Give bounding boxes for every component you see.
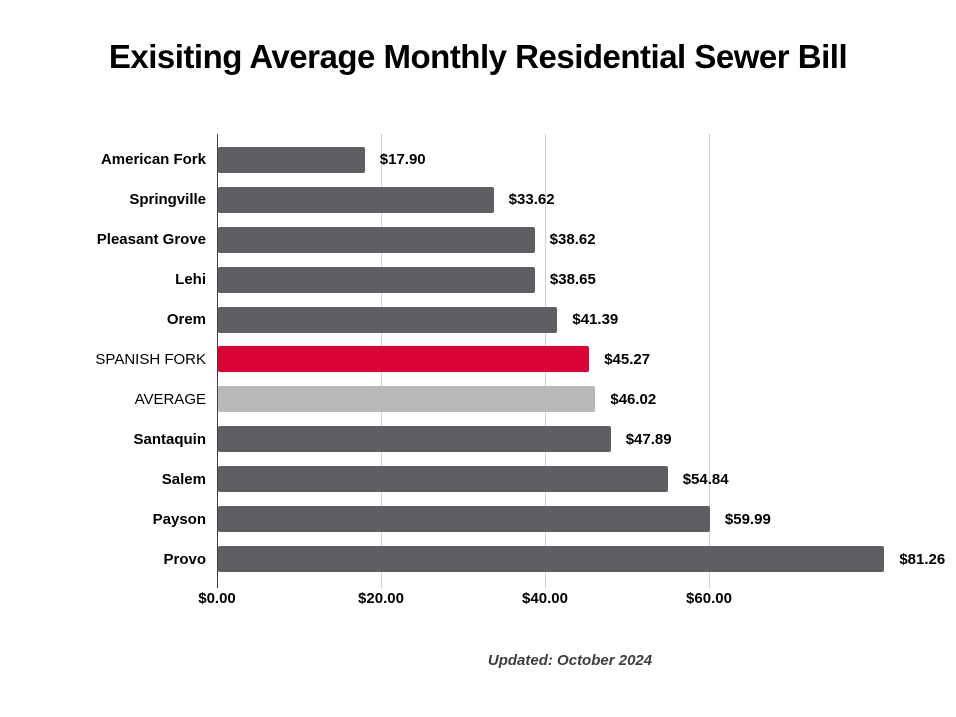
value-label: $59.99 (724, 510, 771, 528)
value-label: $47.89 (625, 430, 672, 448)
category-label: Orem (166, 311, 206, 329)
y-axis-line (217, 134, 218, 588)
value-label: $41.39 (572, 311, 619, 329)
bar (218, 346, 590, 373)
value-label: $33.62 (508, 191, 555, 209)
x-tick-label: $60.00 (686, 590, 732, 607)
category-label: Lehi (175, 271, 206, 289)
value-label: $45.27 (604, 350, 651, 368)
category-label: American Fork (100, 151, 206, 169)
updated-note: Updated: October 2024 (487, 652, 653, 669)
category-label: AVERAGE (134, 390, 206, 408)
x-tick-label: $0.00 (198, 590, 236, 607)
value-label: $54.84 (682, 470, 729, 488)
chart-title: Exisiting Average Monthly Residential Se… (108, 38, 848, 75)
category-label: Payson (152, 510, 206, 528)
value-label: $38.65 (549, 271, 596, 289)
value-label: $17.90 (379, 151, 426, 169)
value-label: $46.02 (610, 390, 657, 408)
bar (218, 466, 668, 493)
bar (218, 506, 710, 533)
category-label: Santaquin (133, 430, 206, 448)
bar (218, 186, 494, 213)
bar (218, 306, 558, 333)
bar (218, 426, 611, 453)
bar (218, 226, 535, 253)
value-label: $38.62 (549, 231, 596, 249)
category-label: Salem (161, 470, 206, 488)
category-label: Pleasant Grove (96, 231, 206, 249)
bar (218, 266, 535, 293)
bar (218, 546, 885, 573)
x-tick-label: $20.00 (358, 590, 404, 607)
x-tick-label: $40.00 (522, 590, 568, 607)
category-label: Provo (163, 550, 206, 568)
value-label: $81.26 (899, 550, 946, 568)
category-label: SPANISH FORK (95, 350, 206, 368)
bar (218, 386, 596, 413)
bar (218, 146, 365, 173)
category-label: Springville (129, 191, 206, 209)
gridline (709, 134, 710, 588)
